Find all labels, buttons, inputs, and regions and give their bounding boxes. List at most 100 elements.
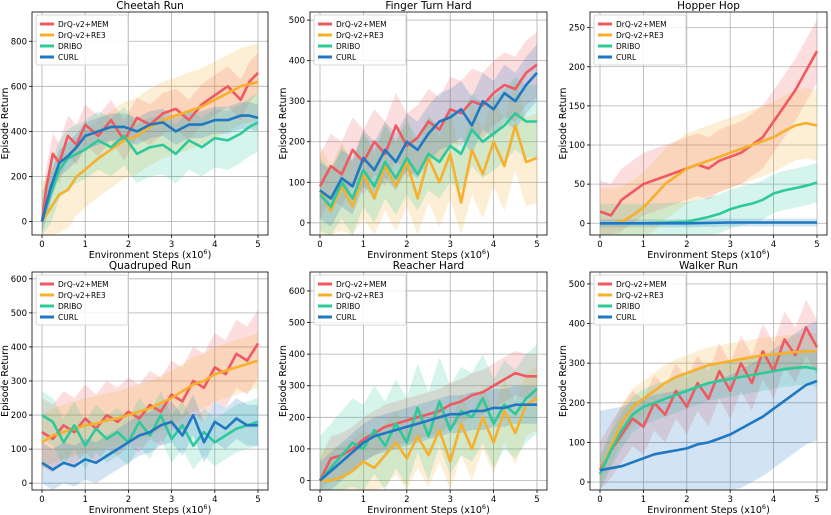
- legend-label-drq-v2-re3: DrQ-v2+RE3: [58, 31, 106, 40]
- y-tick-label: 300: [289, 97, 305, 107]
- series-line-drq-v2-mem: [40, 71, 259, 222]
- x-tick-label: 3: [727, 240, 732, 250]
- band-curl: [600, 321, 817, 490]
- chart-title: Finger Turn Hard: [385, 0, 471, 12]
- series-line-dribo: [319, 387, 538, 482]
- x-axis-label: Environment Steps (x106): [89, 248, 212, 261]
- y-tick-label: 200: [569, 63, 585, 73]
- x-axis-label: Environment Steps (x106): [367, 248, 490, 261]
- x-tick-label: 1: [641, 495, 646, 505]
- x-tick-label: 3: [169, 240, 174, 250]
- plot-area: [40, 43, 259, 235]
- band-drq-v2-mem: [600, 299, 817, 490]
- series-line-dribo: [598, 365, 818, 475]
- legend-label-drq-v2-mem: DrQ-v2+MEM: [336, 20, 387, 29]
- legend: DrQ-v2+MEM DrQ-v2+RE3 DRIBO CURL: [593, 274, 687, 326]
- axes-frame: [589, 271, 828, 491]
- y-axis-label: Episode Return: [278, 88, 289, 160]
- series-line-curl: [600, 221, 817, 225]
- x-axis-label: Environment Steps (x106): [647, 503, 770, 515]
- legend-label-curl: CURL: [58, 53, 79, 62]
- x-axis-label-sup: 6: [762, 248, 766, 256]
- axes-frame: [309, 11, 548, 236]
- y-tick-label: 100: [289, 445, 305, 455]
- x-axis-label-tail: ): [486, 250, 490, 261]
- legend-label-drq-v2-mem: DrQ-v2+MEM: [58, 280, 109, 289]
- band-dribo: [320, 344, 537, 490]
- y-tick-label: 400: [289, 57, 305, 67]
- x-axis-label-tail: ): [766, 505, 770, 515]
- x-tick-label: 1: [82, 495, 87, 505]
- band-curl: [42, 394, 258, 490]
- y-tick-label: 0: [580, 478, 585, 488]
- series-line-drq-v2-mem: [599, 50, 819, 217]
- x-tick-label: 4: [212, 240, 217, 250]
- series-line-drq-v2-re3: [40, 80, 259, 223]
- x-axis-label-main: Environment Steps (x10: [89, 505, 204, 515]
- band-drq-v2-re3: [42, 43, 258, 235]
- series-line-drq-v2-re3: [598, 349, 817, 475]
- x-tick-label: 5: [534, 240, 539, 250]
- x-tick-label: 4: [771, 240, 776, 250]
- band-drq-v2-mem: [42, 309, 258, 473]
- legend-label-drq-v2-re3: DrQ-v2+RE3: [336, 291, 384, 300]
- series-line-curl: [599, 379, 818, 472]
- y-tick-label: 400: [289, 350, 305, 360]
- y-tick-label: 0: [22, 479, 27, 489]
- x-axis-label-tail: ): [208, 505, 212, 515]
- x-axis-label-sup: 6: [762, 503, 766, 511]
- legend-label-curl: CURL: [616, 53, 637, 62]
- legend-label-curl: CURL: [58, 313, 79, 322]
- y-tick-label: 500: [569, 280, 585, 290]
- band-drq-v2-mem: [320, 32, 537, 219]
- plot-area: [318, 32, 538, 235]
- axes-frame: [589, 11, 828, 236]
- y-tick-label: 200: [11, 411, 27, 421]
- legend-box: [593, 14, 687, 66]
- series-line-curl: [319, 71, 538, 200]
- y-tick-label: 600: [11, 82, 27, 92]
- band-dribo: [600, 349, 817, 490]
- x-tick-label: 0: [39, 495, 44, 505]
- y-tick-label: 100: [11, 445, 27, 455]
- x-tick-label: 4: [771, 495, 776, 505]
- x-tick-label: 0: [597, 495, 602, 505]
- x-tick-label: 2: [126, 240, 131, 250]
- x-axis-label-main: Environment Steps (x10: [647, 505, 762, 515]
- plot-area: [599, 19, 819, 235]
- y-tick-label: 500: [11, 309, 27, 319]
- y-tick-label: 400: [569, 320, 585, 330]
- band-drq-v2-mem: [42, 52, 258, 235]
- legend-label-drq-v2-mem: DrQ-v2+MEM: [616, 280, 667, 289]
- x-tick-label: 3: [727, 495, 732, 505]
- x-tick-label: 1: [361, 495, 366, 505]
- chart-walker-run: 0 1 2 3 4 5 0 100 200 300 400 500 Walker Run Environm…: [558, 260, 828, 515]
- x-axis-label-sup: 6: [482, 248, 486, 256]
- axes-frame: [309, 271, 548, 491]
- series-line-curl: [41, 413, 258, 471]
- legend: DrQ-v2+MEM DrQ-v2+RE3 DRIBO CURL: [313, 274, 407, 326]
- chart-finger-turn-hard: 0 1 2 3 4 5 0 100 200 300 400 500 Finger Turn Hard En…: [278, 0, 548, 261]
- legend-label-curl: CURL: [336, 313, 357, 322]
- legend: DrQ-v2+MEM DrQ-v2+RE3 DRIBO CURL: [593, 14, 687, 66]
- chart-reacher-hard: 0 1 2 3 4 5 0 100 200 300 400 500 600 Reacher Hard Env…: [278, 260, 548, 515]
- x-tick-label: 3: [447, 240, 452, 250]
- x-axis-label-sup: 6: [203, 248, 207, 256]
- legend-label-drq-v2-mem: DrQ-v2+MEM: [616, 20, 667, 29]
- x-tick-label: 1: [361, 240, 366, 250]
- x-tick-label: 5: [534, 495, 539, 505]
- band-drq-v2-re3: [42, 333, 258, 470]
- x-tick-label: 4: [491, 495, 496, 505]
- y-tick-label: 100: [569, 141, 585, 151]
- x-axis-label: Environment Steps (x106): [367, 503, 490, 515]
- legend: DrQ-v2+MEM DrQ-v2+RE3 DRIBO CURL: [35, 274, 129, 326]
- y-tick-label: 150: [569, 102, 585, 112]
- y-tick-label: 200: [289, 413, 305, 423]
- series-line-dribo: [41, 413, 259, 448]
- y-tick-label: 200: [11, 172, 27, 182]
- y-tick-label: 500: [289, 16, 305, 26]
- legend-label-drq-v2-re3: DrQ-v2+RE3: [616, 31, 664, 40]
- x-tick-label: 0: [597, 240, 602, 250]
- legend-box: [35, 14, 129, 66]
